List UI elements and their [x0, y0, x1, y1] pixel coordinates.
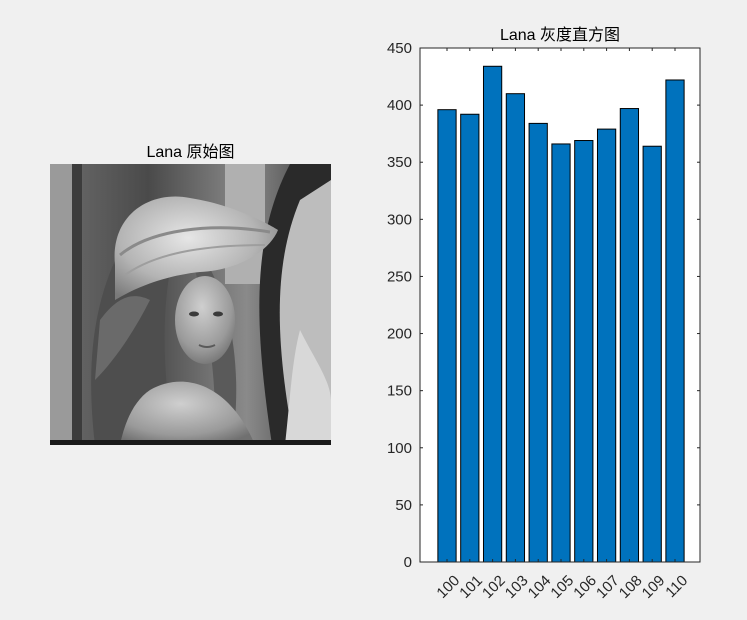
bar-106: [574, 140, 594, 563]
y-axis-ticks: 0 50 100 150 200 250 300 350 400 450: [387, 40, 700, 571]
bar-102: [482, 65, 503, 563]
y-tick-label: 350: [387, 154, 412, 171]
axes-box: [419, 47, 701, 563]
bar-101: [460, 113, 480, 563]
bar-107: [596, 128, 617, 563]
grayscale-photo-of-woman-in-hat-icon: [50, 164, 331, 445]
y-tick-label: 300: [387, 211, 412, 228]
x-tick-label: 110: [662, 572, 691, 601]
bar-110: [665, 79, 685, 563]
image-title: Lana 原始图: [146, 143, 234, 161]
y-tick-label: 50: [395, 497, 412, 514]
y-tick-label: 100: [387, 440, 412, 457]
y-tick-label: 400: [387, 97, 412, 114]
bar-104: [528, 122, 548, 563]
histogram-axes: Lana 灰度直方图 0 50 100 150 200 250 300 350 400 450 1…: [387, 26, 701, 602]
bar-105: [551, 143, 571, 563]
image-axes: Lana 原始图: [50, 143, 331, 445]
y-tick-label: 450: [387, 40, 412, 57]
bar-series: [437, 65, 685, 563]
y-tick-label: 200: [387, 326, 412, 343]
chart-title: Lana 灰度直方图: [500, 26, 620, 44]
bar-100: [437, 109, 457, 563]
y-tick-label: 0: [404, 554, 412, 571]
y-tick-label: 250: [387, 268, 412, 285]
bar-108: [619, 108, 640, 563]
bar-109: [642, 145, 662, 563]
y-tick-label: 150: [387, 383, 412, 400]
bar-103: [505, 93, 526, 563]
